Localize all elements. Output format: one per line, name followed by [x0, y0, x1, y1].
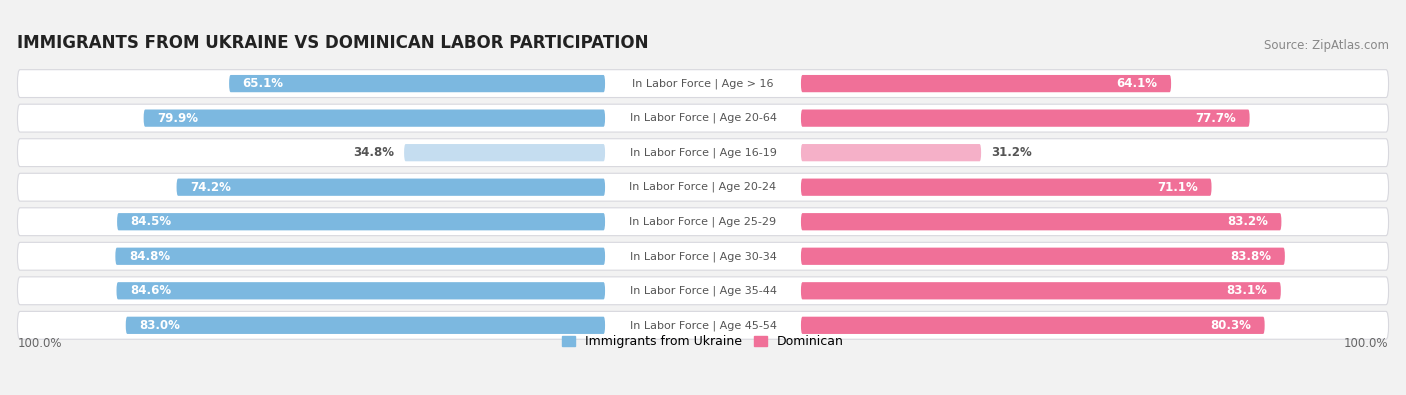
- Text: 84.6%: 84.6%: [129, 284, 172, 297]
- FancyBboxPatch shape: [117, 213, 605, 230]
- FancyBboxPatch shape: [17, 173, 1389, 201]
- FancyBboxPatch shape: [801, 179, 1212, 196]
- FancyBboxPatch shape: [801, 75, 1171, 92]
- Text: 84.5%: 84.5%: [131, 215, 172, 228]
- Text: In Labor Force | Age 30-34: In Labor Force | Age 30-34: [630, 251, 776, 261]
- FancyBboxPatch shape: [125, 317, 605, 334]
- FancyBboxPatch shape: [801, 144, 981, 161]
- FancyBboxPatch shape: [17, 243, 1389, 270]
- Text: In Labor Force | Age 20-64: In Labor Force | Age 20-64: [630, 113, 776, 123]
- FancyBboxPatch shape: [117, 282, 605, 299]
- Text: IMMIGRANTS FROM UKRAINE VS DOMINICAN LABOR PARTICIPATION: IMMIGRANTS FROM UKRAINE VS DOMINICAN LAB…: [17, 34, 650, 52]
- FancyBboxPatch shape: [404, 144, 605, 161]
- Text: In Labor Force | Age 16-19: In Labor Force | Age 16-19: [630, 147, 776, 158]
- Text: 71.1%: 71.1%: [1157, 181, 1198, 194]
- FancyBboxPatch shape: [17, 139, 1389, 167]
- Text: In Labor Force | Age 25-29: In Labor Force | Age 25-29: [630, 216, 776, 227]
- FancyBboxPatch shape: [801, 109, 1250, 127]
- Text: 84.8%: 84.8%: [129, 250, 170, 263]
- FancyBboxPatch shape: [17, 104, 1389, 132]
- FancyBboxPatch shape: [17, 208, 1389, 236]
- FancyBboxPatch shape: [115, 248, 605, 265]
- FancyBboxPatch shape: [801, 248, 1285, 265]
- Text: 83.2%: 83.2%: [1227, 215, 1268, 228]
- FancyBboxPatch shape: [801, 213, 1281, 230]
- Text: In Labor Force | Age 45-54: In Labor Force | Age 45-54: [630, 320, 776, 331]
- Text: In Labor Force | Age 35-44: In Labor Force | Age 35-44: [630, 286, 776, 296]
- FancyBboxPatch shape: [177, 179, 605, 196]
- FancyBboxPatch shape: [17, 277, 1389, 305]
- Legend: Immigrants from Ukraine, Dominican: Immigrants from Ukraine, Dominican: [557, 330, 849, 354]
- FancyBboxPatch shape: [17, 70, 1389, 98]
- FancyBboxPatch shape: [143, 109, 605, 127]
- Text: In Labor Force | Age > 16: In Labor Force | Age > 16: [633, 78, 773, 89]
- FancyBboxPatch shape: [229, 75, 605, 92]
- Text: 79.9%: 79.9%: [157, 112, 198, 125]
- FancyBboxPatch shape: [801, 282, 1281, 299]
- Text: 83.8%: 83.8%: [1230, 250, 1271, 263]
- Text: 74.2%: 74.2%: [190, 181, 231, 194]
- Text: 64.1%: 64.1%: [1116, 77, 1157, 90]
- Text: 80.3%: 80.3%: [1211, 319, 1251, 332]
- Text: In Labor Force | Age 20-24: In Labor Force | Age 20-24: [630, 182, 776, 192]
- FancyBboxPatch shape: [801, 317, 1264, 334]
- FancyBboxPatch shape: [17, 311, 1389, 339]
- Text: 77.7%: 77.7%: [1195, 112, 1236, 125]
- Text: 34.8%: 34.8%: [353, 146, 394, 159]
- Text: 83.1%: 83.1%: [1226, 284, 1267, 297]
- Text: 31.2%: 31.2%: [991, 146, 1032, 159]
- Text: 100.0%: 100.0%: [1344, 337, 1389, 350]
- Text: Source: ZipAtlas.com: Source: ZipAtlas.com: [1264, 39, 1389, 52]
- Text: 83.0%: 83.0%: [139, 319, 180, 332]
- Text: 65.1%: 65.1%: [243, 77, 284, 90]
- Text: 100.0%: 100.0%: [17, 337, 62, 350]
